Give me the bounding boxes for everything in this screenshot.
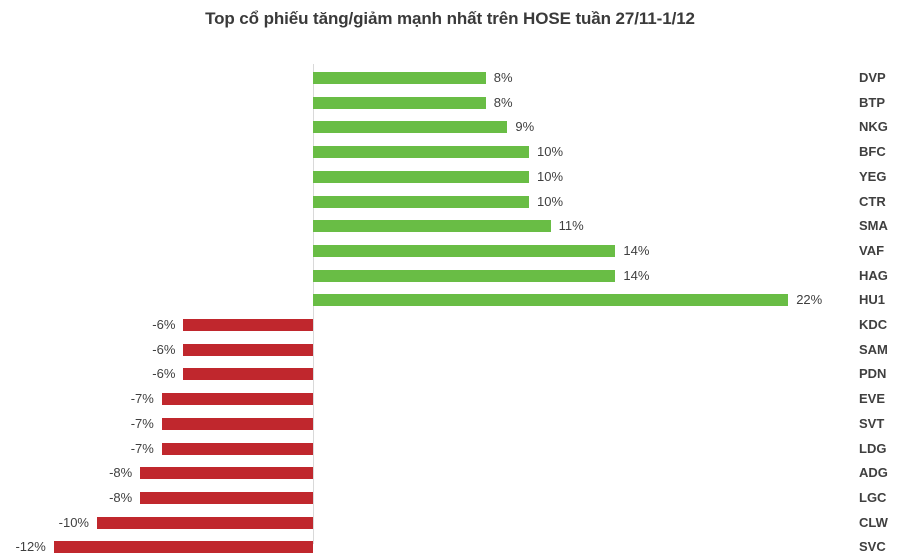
bar-bfc[interactable] — [313, 146, 529, 159]
bar-row: 22% HU1 — [0, 288, 900, 313]
bar-btp[interactable] — [313, 96, 486, 109]
bar-kdc[interactable] — [183, 319, 313, 331]
category-label-svt: SVT — [859, 415, 885, 431]
category-label-adg: ADG — [859, 465, 888, 481]
category-label-sam: SAM — [859, 341, 888, 357]
bar-value-label-dvp: 8% — [493, 70, 513, 85]
bar-row: -6% PDN — [0, 362, 900, 387]
bar-value-label-adg: -8% — [109, 465, 133, 481]
bar-row: -8% ADG — [0, 461, 900, 486]
category-label-ldg: LDG — [859, 440, 887, 456]
bar-row: 14% HAG — [0, 264, 900, 289]
bar-value-label-kdc: -6% — [152, 317, 176, 332]
category-label-lgc: LGC — [859, 489, 887, 505]
bar-row: 10% BFC — [0, 140, 900, 165]
bar-lgc[interactable] — [140, 491, 313, 504]
bar-value-label-sam: -6% — [152, 341, 176, 357]
bar-value-label-eve: -7% — [130, 391, 154, 407]
category-label-clw: CLW — [859, 514, 888, 530]
bar-svt[interactable] — [161, 417, 313, 430]
bar-row: -7% SVT — [0, 412, 900, 437]
category-label-ctr: CTR — [859, 193, 886, 209]
bar-ctr[interactable] — [313, 195, 529, 208]
bar-value-label-ldg: -7% — [130, 440, 154, 456]
bar-row: 11% SMA — [0, 214, 900, 239]
category-label-eve: EVE — [859, 391, 886, 407]
bar-value-label-btp: 8% — [493, 94, 513, 110]
bar-yeg[interactable] — [313, 170, 529, 183]
bar-value-label-ctr: 10% — [537, 193, 564, 209]
bar-hag[interactable] — [313, 269, 616, 282]
bar-row: -10% CLW — [0, 511, 900, 536]
category-label-btp: BTP — [859, 94, 885, 110]
bar-ldg[interactable] — [161, 442, 313, 455]
bar-dvp[interactable] — [313, 72, 486, 84]
bar-clw[interactable] — [97, 516, 313, 529]
plot-area: 8% DVP 8% BTP 9% NKG 10% BFC 10% YEG 10% CTR 11% SMA 1… — [0, 60, 900, 555]
bar-row: 8% DVP — [0, 66, 900, 91]
bar-row: -6% KDC — [0, 313, 900, 338]
bar-pdn[interactable] — [183, 368, 313, 381]
bar-value-label-lgc: -8% — [109, 489, 133, 505]
bar-value-label-pdn: -6% — [152, 366, 176, 382]
category-label-hag: HAG — [859, 267, 888, 283]
bar-value-label-hu1: 22% — [796, 292, 823, 308]
bar-row: -12% SVC — [0, 535, 900, 560]
bar-row: -7% EVE — [0, 387, 900, 412]
bar-adg[interactable] — [140, 467, 313, 480]
bar-row: 10% YEG — [0, 165, 900, 190]
bar-sma[interactable] — [313, 220, 551, 233]
bar-value-label-hag: 14% — [623, 267, 650, 283]
bar-row: 14% VAF — [0, 239, 900, 264]
bar-value-label-yeg: 10% — [537, 168, 564, 184]
category-label-vaf: VAF — [859, 242, 885, 258]
category-label-pdn: PDN — [859, 366, 887, 382]
category-label-yeg: YEG — [859, 168, 887, 184]
bar-nkg[interactable] — [313, 121, 508, 134]
bar-value-label-svt: -7% — [130, 415, 154, 431]
bar-value-label-sma: 11% — [558, 218, 584, 234]
bar-row: -8% LGC — [0, 486, 900, 511]
bar-row: 9% NKG — [0, 115, 900, 140]
bar-row: 8% BTP — [0, 91, 900, 116]
bar-row: -7% LDG — [0, 437, 900, 462]
bar-vaf[interactable] — [313, 244, 616, 257]
bar-value-label-bfc: 10% — [537, 144, 564, 160]
category-label-sma: SMA — [859, 218, 888, 234]
category-label-svc: SVC — [859, 539, 886, 555]
bar-svc[interactable] — [53, 541, 313, 554]
chart-title: Top cổ phiếu tăng/giảm mạnh nhất trên HO… — [205, 9, 695, 28]
bar-eve[interactable] — [161, 393, 313, 406]
category-label-hu1: HU1 — [859, 292, 886, 308]
category-label-nkg: NKG — [859, 119, 888, 135]
bar-value-label-svc: -12% — [15, 539, 46, 555]
bar-value-label-vaf: 14% — [623, 242, 650, 258]
category-label-kdc: KDC — [859, 317, 888, 332]
bar-hu1[interactable] — [313, 294, 789, 307]
bar-row: 10% CTR — [0, 190, 900, 215]
category-label-bfc: BFC — [859, 144, 886, 160]
bar-sam[interactable] — [183, 343, 313, 356]
category-label-dvp: DVP — [859, 70, 886, 85]
bar-row: -6% SAM — [0, 338, 900, 363]
bar-value-label-clw: -10% — [58, 514, 89, 530]
bar-value-label-nkg: 9% — [515, 119, 535, 135]
